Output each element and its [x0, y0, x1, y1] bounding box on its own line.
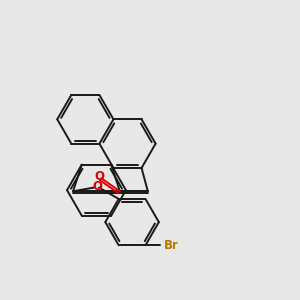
Text: Br: Br	[164, 239, 179, 252]
Text: O: O	[95, 170, 105, 183]
Text: O: O	[92, 180, 102, 193]
